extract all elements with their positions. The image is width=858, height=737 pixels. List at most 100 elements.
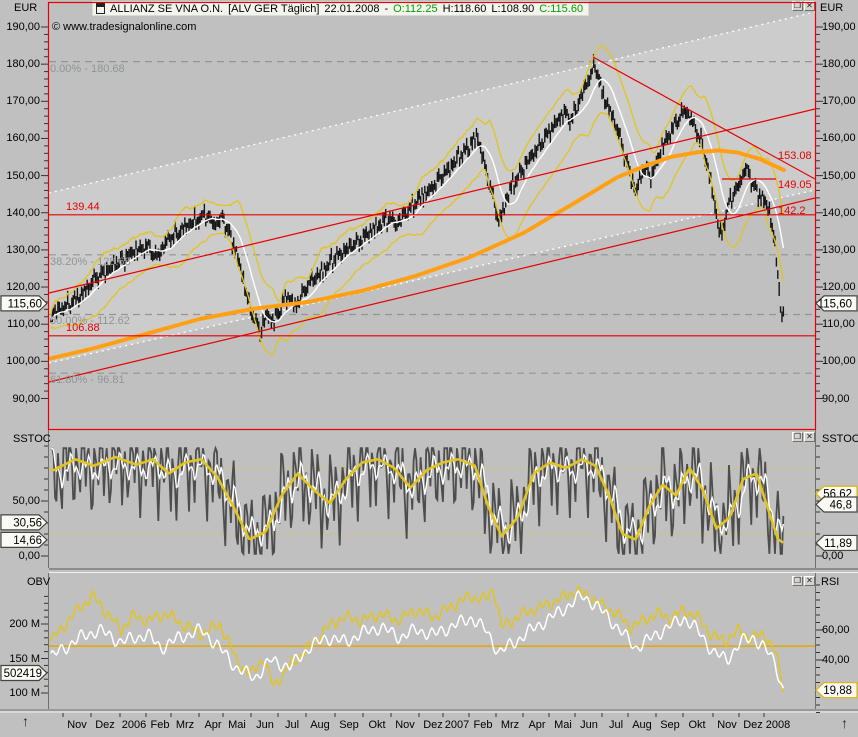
obv-pane-title: OBV <box>27 576 51 588</box>
obv-value-tag: 502419 <box>0 664 48 682</box>
timeline-label-aug: Aug <box>632 719 652 731</box>
price-axis-label-left: 90,00 <box>12 392 40 405</box>
price-axis-label-left: 160,00 <box>6 132 40 145</box>
trend-value-label-2: 153.08 <box>778 150 812 163</box>
sstoc-axis-label-right: 0,00 <box>822 550 844 562</box>
price-axis-label-right: 150,00 <box>822 169 856 182</box>
trend-value-label-3: 149.05 <box>778 179 812 192</box>
timeline-label-mrz: Mrz <box>175 719 195 731</box>
timeline-label-feb: Feb <box>473 719 493 731</box>
price-pane-close-button[interactable]: ✕ <box>804 1 815 11</box>
trend-value-label-4: 142.2 <box>778 204 806 217</box>
sstoc-tag-right-1: 46,8 <box>815 496 858 513</box>
fib-level-label-3: 61.80% - 96.81 <box>50 374 125 387</box>
sstoc-obv-pane-divider[interactable] <box>48 568 816 573</box>
price-axis-label-right: 110,00 <box>822 318 855 331</box>
svg-text:11,89: 11,89 <box>824 538 852 550</box>
obv-axis-label: 200 M <box>9 618 40 630</box>
timeline-label-2006: 2006 <box>121 719 147 731</box>
fib-level-label-1: 38.20% - 128.68 <box>50 255 131 268</box>
svg-text:502419: 502419 <box>4 668 42 680</box>
sstoc-tag-left-1: 14,66 <box>0 531 48 548</box>
fib-level-label-0: 0.00% - 180.68 <box>50 62 125 75</box>
scroll-up-arrow-right[interactable]: ↑ <box>841 715 848 731</box>
trend-value-label-1: 106.88 <box>66 321 100 334</box>
timeline-label-sep: Sep <box>660 719 680 731</box>
timeline-label-2007: 2007 <box>444 719 470 731</box>
svg-text:115,60: 115,60 <box>8 298 42 310</box>
price-axis-label-right: 130,00 <box>822 243 856 256</box>
timeline-label-apr: Apr <box>204 719 222 731</box>
timeline-label-mai: Mai <box>228 719 246 731</box>
price-tag-left: 115,60 <box>0 295 48 312</box>
title-low-value: L:108.90 <box>491 2 535 15</box>
timeline-label-dez: Dez <box>743 719 763 731</box>
timeline-label-nov: Nov <box>67 719 87 731</box>
price-axis-label-left: 110,00 <box>7 318 40 331</box>
obv-pane-close-button[interactable]: ✕ <box>804 576 815 586</box>
price-axis-label-right: 100,00 <box>822 355 856 368</box>
price-axis-label-right: 160,00 <box>822 132 856 145</box>
title-close-value: C:115.60 <box>539 2 584 15</box>
timeline-label-sep: Sep <box>339 719 359 731</box>
timeline-label-dez: Dez <box>423 719 443 731</box>
price-axis-label-left: 140,00 <box>6 206 40 219</box>
price-axis-label-left: 120,00 <box>6 281 40 294</box>
sstoc-axis-label-left: 50,00 <box>12 495 40 507</box>
price-axis-label-right: 140,00 <box>822 206 856 219</box>
price-axis-label-right: 90,00 <box>822 392 850 405</box>
sstoc-pane-close-button[interactable]: ✕ <box>804 432 815 442</box>
price-pane-maximize-button[interactable]: ❐ <box>792 1 803 11</box>
price-axis-label-left: 180,00 <box>6 58 40 71</box>
price-axis-label-left: 190,00 <box>6 21 40 33</box>
obv-axis-label: 150 M <box>9 652 40 665</box>
currency-label-left: EUR <box>14 2 38 14</box>
price-axis-label-left: 130,00 <box>6 243 40 256</box>
price-axis-label-right: 190,00 <box>822 21 856 33</box>
timeline-label-aug: Aug <box>310 719 330 731</box>
title-instrument: ALLIANZ SE VNA O.N. <box>110 2 224 15</box>
timeline-label-okt: Okt <box>688 719 706 731</box>
timeline-label-jun: Jun <box>256 719 274 731</box>
sstoc-tag-left-0: 30,56 <box>0 514 48 531</box>
title-context: [ALV GER Täglich] <box>228 2 320 15</box>
chart-title-bar[interactable]: ALLIANZ SE VNA O.N. [ALV GER Täglich] 22… <box>92 1 590 16</box>
sstoc-pane-title-left: SSTOC <box>13 433 51 445</box>
price-axis-label-right: 120,00 <box>822 281 856 294</box>
price-axis-label-left: 150,00 <box>6 169 40 182</box>
title-high-value: H:118.60 <box>442 2 487 15</box>
timeline-label-dez: Dez <box>95 719 115 731</box>
svg-text:46,8: 46,8 <box>830 500 852 512</box>
timeline-label-jul: Jul <box>284 719 300 731</box>
price-axis-label-right: 170,00 <box>822 95 856 108</box>
trend-value-label-0: 139.44 <box>66 200 100 213</box>
title-separator: - <box>384 2 389 15</box>
timeline-label-apr: Apr <box>528 719 546 731</box>
price-axis-label-left: 170,00 <box>6 95 40 108</box>
timeline-label-nov: Nov <box>717 719 737 731</box>
timeline-label-mrz: Mrz <box>500 719 520 731</box>
price-sstoc-pane-divider[interactable] <box>48 428 816 432</box>
obv-pane-maximize-button[interactable]: ❐ <box>792 576 803 586</box>
timeline-label-nov: Nov <box>395 719 415 731</box>
svg-text:14,66: 14,66 <box>13 535 42 547</box>
watermark: © www.tradesignalonline.com <box>52 21 197 33</box>
sstoc-tag-right-2: 11,89 <box>815 534 858 552</box>
fib-level-label-2: 50.00% - 112.62 <box>50 315 130 328</box>
svg-text:115,60: 115,60 <box>818 298 852 310</box>
timeline-label-feb: Feb <box>150 719 170 731</box>
instrument-icon <box>96 3 105 14</box>
svg-text:19,88: 19,88 <box>823 685 852 697</box>
rsi-value-tag: 19,88 <box>815 682 858 699</box>
price-tag-right: 115,60 <box>815 295 858 312</box>
timeline-label-jun: Jun <box>580 719 598 731</box>
sstoc-pane-maximize-button[interactable]: ❐ <box>792 432 803 442</box>
scroll-up-arrow-left[interactable]: ↑ <box>22 713 29 729</box>
title-open-value: O:112.25 <box>393 2 438 15</box>
title-date: 22.01.2008 <box>324 2 380 15</box>
timeline-label-okt: Okt <box>368 719 386 731</box>
rsi-axis-label: 60,00 <box>822 624 850 636</box>
price-axis-label-right: 180,00 <box>822 58 856 71</box>
